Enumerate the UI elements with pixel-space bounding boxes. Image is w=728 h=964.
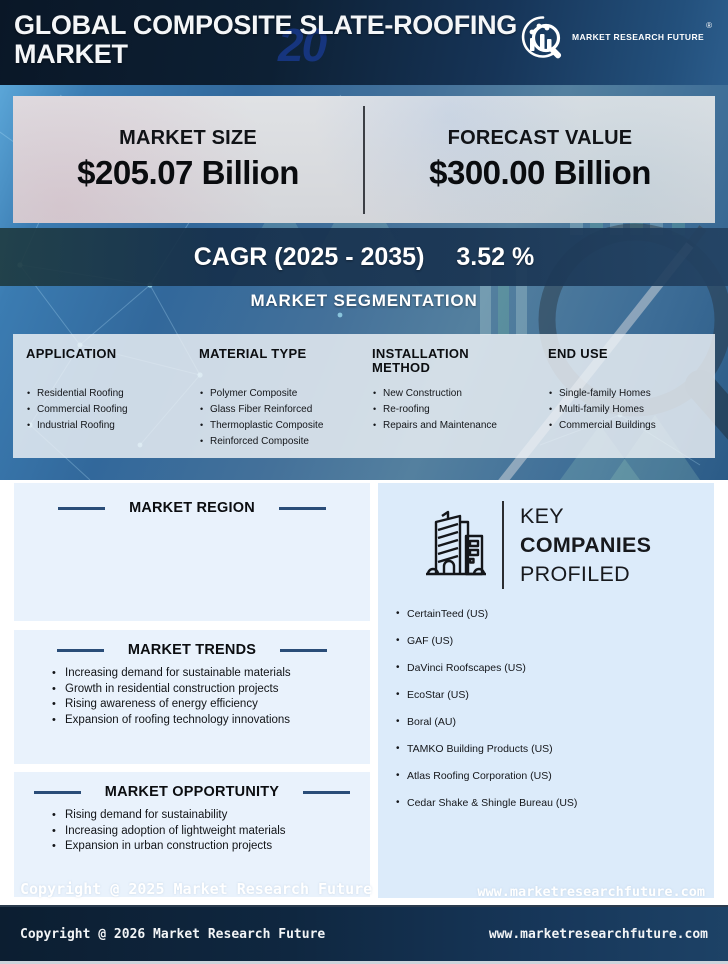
segmentation-heading: INSTALLATION METHOD xyxy=(372,346,469,375)
list-item: TAMKO Building Products (US) xyxy=(396,744,714,755)
stats-divider xyxy=(363,105,365,214)
key-companies-header: KEY COMPANIES PROFILED xyxy=(422,501,714,589)
page-title: GLOBAL COMPOSITE SLATE-ROOFING MARKET xyxy=(14,11,517,69)
market-trends-list: Increasing demand for sustainable materi… xyxy=(14,667,370,727)
list-item: Cedar Shake & Shingle Bureau (US) xyxy=(396,798,714,809)
market-size-value: $205.07 Billion xyxy=(77,154,299,191)
cagr-label: CAGR (2025 - 2035) xyxy=(193,242,425,271)
list-item: Increasing demand for sustainable materi… xyxy=(52,667,370,680)
list-item: Residential Roofing xyxy=(26,389,180,399)
brand-logo: MARKET RESEARCH FUTURE ® xyxy=(520,14,712,60)
list-item: Glass Fiber Reinforced xyxy=(199,405,353,415)
market-opportunity-list: Rising demand for sustainability Increasi… xyxy=(14,809,370,853)
list-item: Commercial Buildings xyxy=(548,421,709,431)
list-item: Commercial Roofing xyxy=(26,405,180,415)
hero-band: MARKET SIZE $205.07 Billion FORECAST VAL… xyxy=(0,85,728,480)
list-item: Repairs and Maintenance xyxy=(372,421,529,431)
list-item: Rising awareness of energy efficiency xyxy=(52,698,370,711)
key-companies-panel: KEY COMPANIES PROFILED CertainTeed (US) G… xyxy=(378,483,714,898)
footer-website-link[interactable]: www.marketresearchfuture.com xyxy=(488,926,708,942)
list-item: Growth in residential construction proje… xyxy=(52,683,370,696)
segmentation-column-end-use: END USE Single-family Homes Multi-family … xyxy=(535,347,715,458)
title-dash-right xyxy=(303,790,351,794)
brand-name: MARKET RESEARCH FUTURE xyxy=(572,32,705,42)
market-opportunity-title-row: MARKET OPPORTUNITY xyxy=(14,784,370,800)
registered-trademark-mark: ® xyxy=(706,20,712,30)
segmentation-title-row: MARKET SEGMENTATION xyxy=(0,291,728,311)
key-companies-title: KEY COMPANIES PROFILED xyxy=(520,502,651,589)
list-item: CertainTeed (US) xyxy=(396,609,714,620)
footer-bottom-strip xyxy=(0,961,728,964)
list-item: GAF (US) xyxy=(396,636,714,647)
key-companies-list: CertainTeed (US) GAF (US) DaVinci Roofscap… xyxy=(396,609,714,809)
segmentation-item-list: Polymer Composite Glass Fiber Reinforced T… xyxy=(199,389,353,447)
list-item: Single-family Homes xyxy=(548,389,709,399)
market-research-future-logo-icon xyxy=(521,16,562,59)
market-trends-title: MARKET TRENDS xyxy=(127,642,257,658)
key-companies-title-line1: KEY xyxy=(520,503,564,528)
segmentation-title: MARKET SEGMENTATION xyxy=(250,291,478,310)
page-title-line2: MARKET xyxy=(14,39,128,69)
title-dash-right xyxy=(278,506,326,510)
list-item: EcoStar (US) xyxy=(396,690,714,701)
key-companies-title-line2: COMPANIES xyxy=(520,532,652,557)
overlay-copyright-text: Copyright @ 2025 Market Research Future xyxy=(20,880,373,898)
footer-bar: Copyright @ 2026 Market Research Future … xyxy=(0,905,728,961)
title-dash-right xyxy=(280,648,328,652)
market-trends-panel: MARKET TRENDS Increasing demand for sust… xyxy=(14,630,370,764)
forecast-value-value: $300.00 Billion xyxy=(429,154,651,191)
list-item: Re-roofing xyxy=(372,405,529,415)
segmentation-column-application: APPLICATION Residential Roofing Commercia… xyxy=(13,347,186,458)
market-size-label: MARKET SIZE xyxy=(119,127,257,149)
list-item: Atlas Roofing Corporation (US) xyxy=(396,771,714,782)
market-trends-title-row: MARKET TRENDS xyxy=(14,642,370,658)
market-size-block: MARKET SIZE $205.07 Billion xyxy=(13,96,363,223)
segmentation-heading: MATERIAL TYPE xyxy=(199,346,307,361)
segmentation-column-material-type: MATERIAL TYPE Polymer Composite Glass Fib… xyxy=(186,347,359,458)
key-companies-title-line3: PROFILED xyxy=(520,561,630,586)
footer-copyright-text: Copyright @ 2026 Market Research Future xyxy=(20,926,326,942)
list-item: Thermoplastic Composite xyxy=(199,421,353,431)
title-dash-left xyxy=(56,648,104,652)
market-region-title: MARKET REGION xyxy=(129,500,255,516)
title-dash-left xyxy=(58,506,106,510)
list-item: Expansion of roofing technology innovati… xyxy=(52,714,370,727)
market-opportunity-title: MARKET OPPORTUNITY xyxy=(104,784,280,800)
list-item: New Construction xyxy=(372,389,529,399)
market-region-title-row: MARKET REGION xyxy=(14,500,370,516)
stats-panel: MARKET SIZE $205.07 Billion FORECAST VAL… xyxy=(13,96,715,223)
cagr-band: CAGR (2025 - 2035) 3.52 % xyxy=(0,228,728,286)
decorative-watermark: 20 xyxy=(278,19,327,71)
forecast-value-label: FORECAST VALUE xyxy=(447,127,633,149)
forecast-value-block: FORECAST VALUE $300.00 Billion xyxy=(365,96,715,223)
market-opportunity-panel: MARKET OPPORTUNITY Rising demand for sus… xyxy=(14,772,370,897)
segmentation-item-list: New Construction Re-roofing Repairs and Ma… xyxy=(372,389,529,431)
list-item: Increasing adoption of lightweight mater… xyxy=(52,825,370,838)
list-item: Industrial Roofing xyxy=(26,421,180,431)
market-region-panel: MARKET REGION xyxy=(14,483,370,621)
cagr-value: 3.52 % xyxy=(456,242,535,271)
segmentation-heading: END USE xyxy=(548,346,608,361)
building-icon xyxy=(426,510,486,576)
companies-header-divider xyxy=(502,501,504,589)
segmentation-panel: APPLICATION Residential Roofing Commercia… xyxy=(13,334,715,458)
list-item: Boral (AU) xyxy=(396,717,714,728)
page-title-line1: GLOBAL COMPOSITE SLATE-ROOFING xyxy=(14,10,517,40)
list-item: Expansion in urban construction projects xyxy=(52,840,370,853)
segmentation-column-installation-method: INSTALLATION METHOD New Construction Re-r… xyxy=(359,347,535,458)
list-item: DaVinci Roofscapes (US) xyxy=(396,663,714,674)
list-item: Polymer Composite xyxy=(199,389,353,399)
list-item: Reinforced Composite xyxy=(199,437,353,447)
header: 20 GLOBAL COMPOSITE SLATE-ROOFING MARKET xyxy=(0,0,728,85)
list-item: Rising demand for sustainability xyxy=(52,809,370,822)
segmentation-item-list: Single-family Homes Multi-family Homes Com… xyxy=(548,389,709,431)
segmentation-item-list: Residential Roofing Commercial Roofing Ind… xyxy=(26,389,180,431)
segmentation-heading: APPLICATION xyxy=(26,346,117,361)
title-dash-left xyxy=(33,790,81,794)
list-item: Multi-family Homes xyxy=(548,405,709,415)
overlay-website-link[interactable]: www.marketresearchfuture.com xyxy=(477,884,705,900)
